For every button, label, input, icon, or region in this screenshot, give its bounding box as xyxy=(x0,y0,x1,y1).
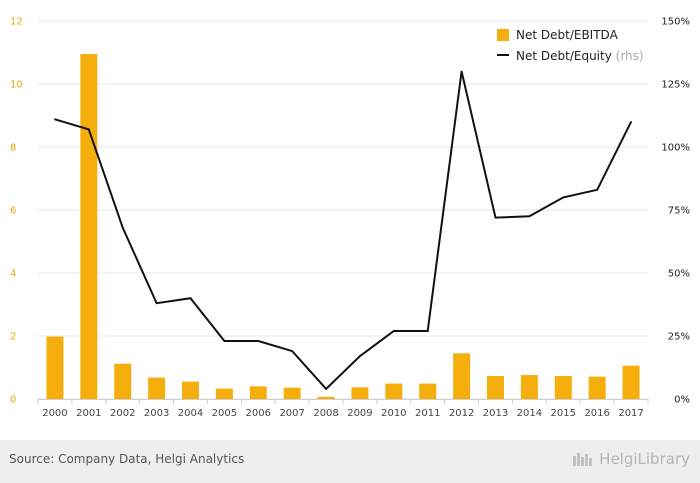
line-point xyxy=(460,70,463,73)
bar xyxy=(487,376,504,399)
line-point xyxy=(121,226,124,229)
bar xyxy=(554,376,572,399)
right-tick-label: 125% xyxy=(661,80,690,91)
x-tick-label: 2017 xyxy=(618,408,643,419)
left-tick-label: 8 xyxy=(10,143,16,154)
bar xyxy=(114,363,132,399)
x-tick-label: 2011 xyxy=(415,408,440,419)
line-point xyxy=(494,216,497,219)
bar xyxy=(317,396,335,399)
legend-line-name: Net Debt/Equity xyxy=(516,49,612,63)
source-text: Source: Company Data, Helgi Analytics xyxy=(9,452,245,466)
line-point xyxy=(223,340,226,342)
line-point xyxy=(596,189,598,191)
legend: Net Debt/EBITDA Net Debt/Equity (rhs) xyxy=(497,28,644,63)
bar xyxy=(283,387,301,399)
right-tick-label: 25% xyxy=(668,332,690,343)
bar xyxy=(182,381,199,399)
bar xyxy=(622,365,640,399)
x-tick-label: 2008 xyxy=(313,408,338,419)
right-tick-label: 0% xyxy=(674,395,690,406)
x-tick-label: 2016 xyxy=(584,408,609,419)
x-tick-label: 2006 xyxy=(246,408,271,419)
x-tick-label: 2001 xyxy=(76,408,101,419)
line-point xyxy=(426,330,429,332)
bar xyxy=(215,388,233,399)
x-tick-label: 2005 xyxy=(212,408,237,419)
x-tick-label: 2003 xyxy=(144,408,169,419)
line-series-net-debt-equity xyxy=(54,70,632,391)
x-tick-label: 2015 xyxy=(551,408,576,419)
bar xyxy=(453,353,471,399)
bar xyxy=(351,387,369,399)
left-tick-label: 10 xyxy=(10,80,23,91)
x-tick-label: 2004 xyxy=(178,408,203,419)
line-path xyxy=(54,71,632,391)
right-tick-label: 75% xyxy=(668,206,690,217)
bar xyxy=(46,336,64,399)
x-tick-label: 2000 xyxy=(42,408,67,419)
brand-name: HelgiLibrary xyxy=(599,450,690,468)
bar xyxy=(249,386,267,399)
right-tick-label: 50% xyxy=(668,269,690,280)
bar xyxy=(588,376,606,399)
legend-label-net-debt-ebitda: Net Debt/EBITDA xyxy=(516,28,619,42)
x-tick-label: 2002 xyxy=(110,408,135,419)
footer: Source: Company Data, Helgi Analytics He… xyxy=(0,440,700,483)
x-tick-label: 2014 xyxy=(517,408,542,419)
bar xyxy=(520,375,538,399)
x-axis-ticks: 2000 2001 2002 2003 2004 2005 2006 2007 2008 2009… xyxy=(37,399,649,419)
line-point xyxy=(325,388,327,390)
x-tick-label: 2010 xyxy=(381,408,406,419)
line-point xyxy=(291,350,293,352)
right-tick-label: 150% xyxy=(661,17,690,28)
bar xyxy=(148,377,166,399)
right-tick-label: 100% xyxy=(661,143,690,154)
left-tick-label: 12 xyxy=(10,17,23,28)
brand-logo: HelgiLibrary xyxy=(572,450,690,468)
x-tick-label: 2012 xyxy=(449,408,474,419)
line-point xyxy=(630,121,632,123)
left-axis-ticks: 0 2 4 6 8 10 12 xyxy=(10,17,23,406)
line-point xyxy=(528,215,531,218)
legend-bar-swatch xyxy=(497,29,509,41)
left-tick-label: 2 xyxy=(10,332,16,343)
x-tick-label: 2009 xyxy=(347,408,372,419)
bar xyxy=(80,54,98,399)
gridlines xyxy=(38,20,648,400)
left-tick-label: 4 xyxy=(10,269,16,280)
legend-label-net-debt-equity: Net Debt/Equity (rhs) xyxy=(516,49,644,63)
line-point xyxy=(562,196,565,199)
left-tick-label: 0 xyxy=(10,395,16,406)
line-point xyxy=(88,128,90,131)
line-point xyxy=(54,118,56,121)
bar xyxy=(385,383,403,399)
x-tick-label: 2007 xyxy=(279,408,304,419)
line-point xyxy=(393,330,395,332)
right-axis-ticks: 0% 25% 50% 75% 100% 125% 150% xyxy=(661,17,690,406)
bar-series-net-debt-ebitda xyxy=(46,54,640,399)
library-icon xyxy=(573,453,593,466)
line-point xyxy=(189,297,192,300)
left-tick-label: 6 xyxy=(10,206,16,217)
line-point xyxy=(359,355,361,357)
line-point xyxy=(155,302,158,305)
line-point xyxy=(257,340,260,342)
bar xyxy=(419,383,437,399)
legend-rhs-tag: (rhs) xyxy=(616,49,644,63)
x-tick-label: 2013 xyxy=(483,408,508,419)
